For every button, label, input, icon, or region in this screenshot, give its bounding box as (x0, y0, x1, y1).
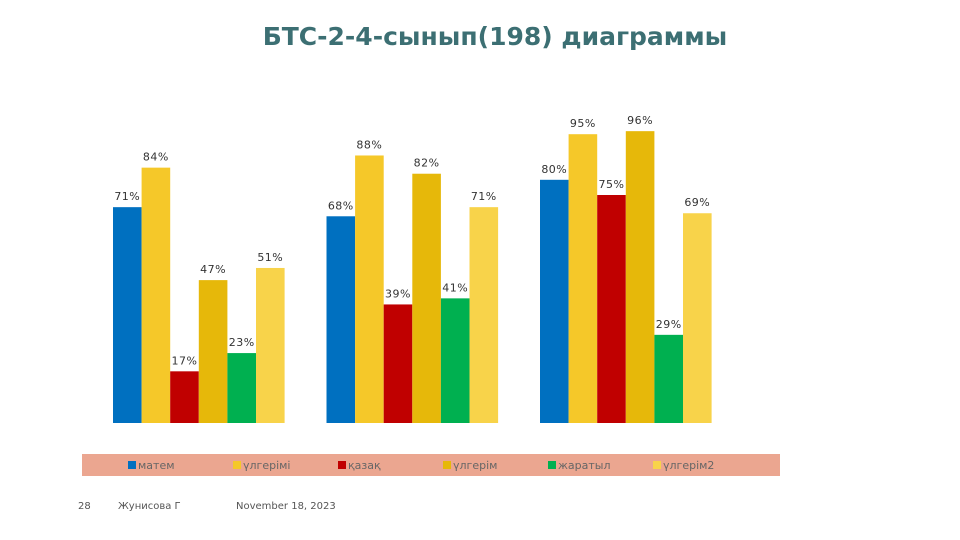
bar (326, 216, 356, 423)
data-label: 71% (471, 190, 497, 203)
legend-label: матем (138, 459, 175, 472)
legend-swatch (443, 461, 451, 469)
data-label: 71% (114, 190, 140, 203)
legend-label: үлгерім2 (663, 459, 714, 472)
data-label: 29% (656, 318, 682, 331)
page-number: 28 (78, 501, 91, 512)
bar (540, 179, 569, 423)
author: Жунисова Г (118, 501, 181, 512)
legend-swatch (128, 461, 136, 469)
data-label: 88% (356, 138, 382, 151)
bar (597, 195, 626, 423)
data-label: 17% (172, 354, 198, 367)
legend-label: үлгерімі (243, 459, 290, 472)
legend-swatch (233, 461, 241, 469)
data-label: 23% (229, 336, 255, 349)
data-label: 68% (328, 199, 354, 212)
chart-title: БТС-2-4-сынып(198) диаграммы (263, 22, 728, 51)
bar (141, 167, 171, 423)
data-label: 69% (684, 196, 710, 209)
legend-background (82, 454, 780, 476)
data-label: 95% (570, 117, 596, 130)
legend-swatch (338, 461, 346, 469)
legend-label: жаратыл (558, 459, 611, 472)
data-label: 39% (385, 287, 411, 300)
bar (654, 334, 683, 423)
date: November 18, 2023 (236, 501, 336, 512)
bar (625, 131, 655, 423)
data-label: 51% (257, 251, 283, 264)
legend-label: үлгерім (453, 459, 497, 472)
bar (568, 134, 598, 423)
bar (440, 298, 470, 423)
bar (227, 353, 256, 423)
bar (170, 371, 199, 423)
bar (383, 304, 413, 423)
legend-swatch (548, 461, 556, 469)
bar (355, 155, 384, 424)
data-label: 75% (599, 178, 625, 191)
data-label: 82% (414, 157, 440, 170)
bar (113, 207, 142, 423)
data-label: 47% (200, 263, 226, 276)
data-label: 80% (541, 163, 567, 176)
bar (198, 280, 228, 423)
data-label: 84% (143, 151, 169, 164)
data-label: 41% (442, 281, 468, 294)
data-label: 96% (627, 114, 653, 127)
bar (469, 207, 499, 423)
legend-label: қазақ (348, 459, 381, 472)
bar (256, 267, 285, 423)
bar (683, 213, 712, 423)
legend-swatch (653, 461, 661, 469)
bar (412, 173, 441, 423)
